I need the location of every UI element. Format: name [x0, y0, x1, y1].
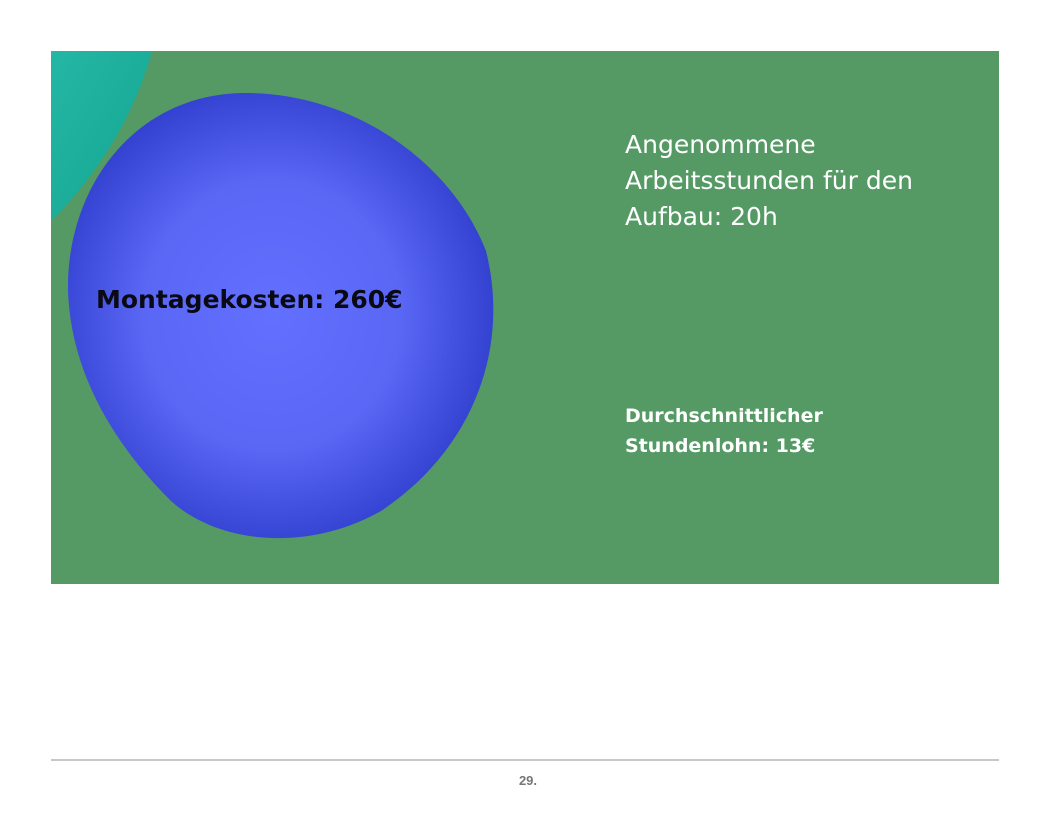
average-wage-text: Durchschnittlicher Stundenlohn: 13€ [625, 405, 823, 457]
slide: Montagekosten: 260€ Angenommene Arbeitss… [51, 51, 999, 584]
page-number: 29. [518, 773, 538, 788]
teal-corner-shape [51, 51, 152, 221]
assembly-cost-label: Montagekosten: 260€ [96, 285, 403, 314]
blue-blob-shape [67, 92, 494, 539]
slide-decoration [51, 51, 494, 539]
footer-divider [51, 759, 999, 761]
assumed-hours-text: Angenommene Arbeitsstunden für den Aufba… [625, 130, 913, 231]
